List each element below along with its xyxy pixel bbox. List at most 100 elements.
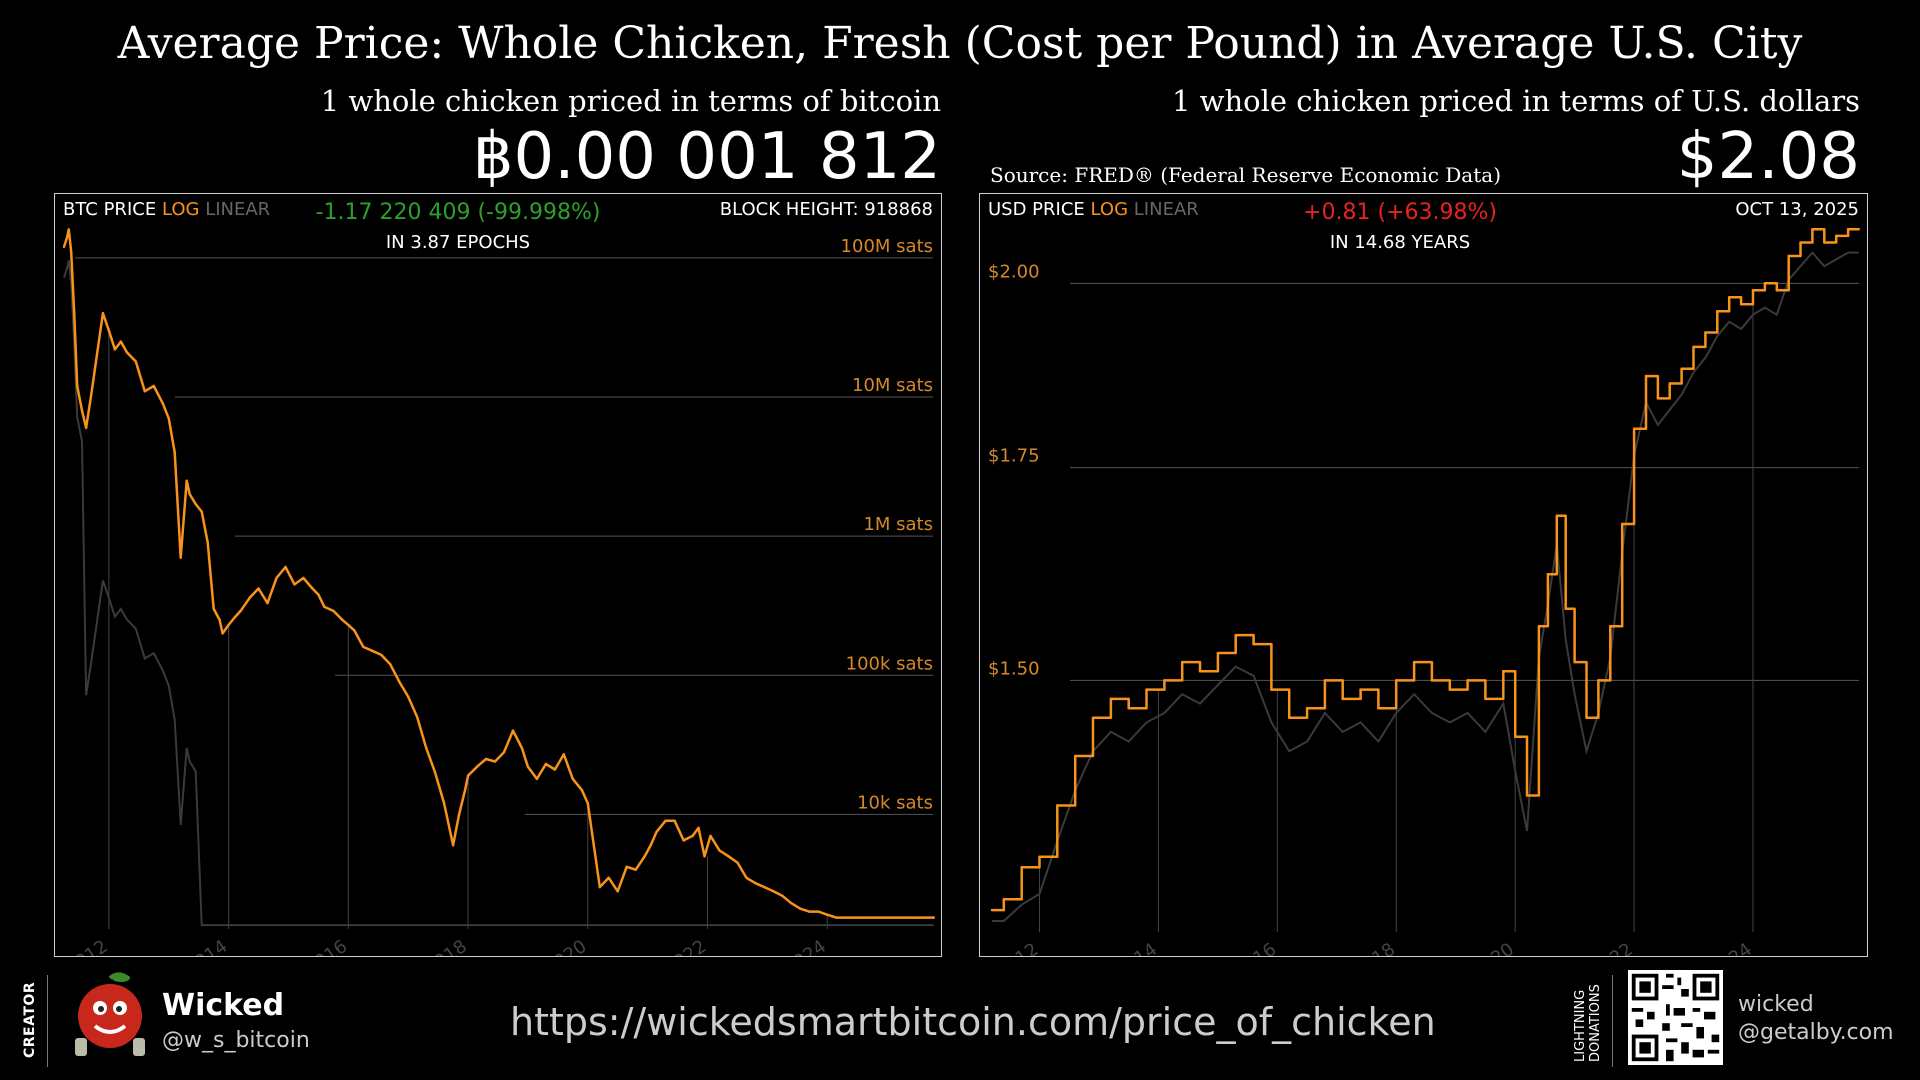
usd-scale-toggle: USD PRICE LOG LINEAR — [988, 199, 1199, 220]
data-point — [380, 653, 383, 657]
footer-divider — [47, 975, 48, 1067]
data-point — [1763, 282, 1767, 285]
data-point — [763, 885, 766, 889]
data-point — [754, 882, 757, 885]
data-point — [915, 916, 919, 919]
data-point — [125, 350, 129, 354]
data-point — [311, 587, 314, 590]
x-tick-label: 2018 — [421, 936, 471, 956]
data-point — [89, 395, 93, 399]
data-point — [691, 834, 694, 838]
log-toggle[interactable]: LOG — [161, 199, 200, 220]
linear-toggle[interactable]: LINEAR — [205, 199, 271, 220]
usd-change-value: +0.81 (+63.98%) — [1303, 200, 1497, 225]
x-tick-label: 2024 — [781, 936, 831, 956]
data-point — [1002, 898, 1006, 901]
data-point — [553, 768, 557, 771]
data-point — [879, 916, 883, 919]
data-point — [433, 771, 437, 774]
data-point — [697, 826, 700, 830]
data-point — [571, 777, 575, 781]
data-point — [80, 409, 84, 412]
data-point — [119, 340, 123, 343]
data-point — [1835, 234, 1838, 238]
right-price: $2.08 — [1676, 120, 1860, 194]
creator-handle[interactable]: @w_s_bitcoin — [162, 1028, 310, 1053]
data-point — [1775, 289, 1778, 292]
data-point — [852, 916, 856, 919]
data-point — [1216, 651, 1220, 655]
data-point — [1109, 697, 1113, 701]
data-point — [682, 839, 685, 842]
data-point — [1632, 427, 1636, 430]
usd-price-chart: $2.00 $1.75 $1.50 2012 2014 2016 2018 2020 2022 2… — [979, 193, 1868, 957]
data-point — [1341, 697, 1344, 701]
data-point — [200, 510, 203, 513]
data-point — [424, 746, 428, 750]
data-point — [562, 753, 566, 756]
left-price: ฿0.00 001 812 — [472, 120, 941, 194]
x-tick-label: 2012 — [993, 939, 1043, 956]
log-toggle[interactable]: LOG — [1090, 199, 1129, 220]
data-point — [502, 750, 506, 754]
data-point — [1323, 679, 1327, 682]
x-tick-label: 2020 — [1468, 939, 1518, 956]
data-point — [323, 605, 326, 609]
data-point — [101, 312, 105, 315]
y-tick-label: $1.75 — [988, 446, 1040, 467]
data-point — [371, 649, 374, 652]
data-point — [727, 855, 730, 858]
data-point — [888, 916, 892, 919]
data-point — [1270, 688, 1273, 691]
btc-change-value: -1.17 220 409 (-99.998%) — [315, 200, 601, 225]
data-point — [1846, 228, 1850, 231]
data-point — [65, 236, 69, 239]
linear-toggle[interactable]: LINEAR — [1133, 199, 1199, 220]
data-point — [69, 250, 73, 254]
data-point — [152, 384, 155, 388]
data-point — [398, 680, 401, 683]
data-point — [143, 390, 147, 393]
data-point — [1038, 855, 1041, 858]
data-point — [1448, 688, 1451, 691]
data-point — [1799, 241, 1802, 244]
data-point — [790, 901, 793, 905]
data-point — [1073, 754, 1077, 758]
apple-avatar-icon — [75, 972, 145, 1056]
y-tick-label: 10k sats — [857, 792, 933, 813]
data-point — [745, 876, 748, 880]
data-point — [84, 426, 88, 430]
data-point — [1620, 522, 1624, 526]
data-point — [1145, 688, 1148, 691]
data-point — [1288, 716, 1291, 719]
data-point — [317, 593, 320, 596]
website-link[interactable]: https://wickedsmartbitcoin.com/price_of_… — [510, 1000, 1436, 1044]
data-point — [257, 587, 260, 590]
avatar — [65, 968, 155, 1058]
data-point — [1546, 572, 1550, 576]
data-point — [906, 916, 910, 919]
usd-change-period: IN 14.68 YEARS — [1329, 232, 1471, 253]
data-point — [95, 353, 99, 357]
data-point — [625, 865, 628, 868]
data-point — [1466, 679, 1469, 682]
data-point — [736, 861, 739, 864]
data-point — [185, 479, 188, 482]
data-point — [634, 868, 637, 871]
data-point — [475, 765, 479, 768]
y-tick-label: $1.50 — [988, 658, 1040, 679]
data-point — [781, 894, 784, 897]
data-point — [1597, 679, 1600, 682]
data-point — [347, 623, 350, 627]
btc-price-chart: 100M sats 10M sats 1M sats 100k sats 10k sat… — [54, 193, 942, 957]
series-line-gray — [991, 251, 1859, 922]
data-point — [463, 788, 467, 792]
data-point — [520, 746, 524, 750]
lightning-qr-code[interactable] — [1628, 970, 1723, 1065]
data-point — [826, 913, 829, 916]
data-point — [1644, 374, 1648, 378]
x-tick-label: 2020 — [541, 936, 591, 956]
data-point — [817, 910, 820, 913]
data-point — [1513, 735, 1517, 738]
data-point — [990, 908, 994, 912]
